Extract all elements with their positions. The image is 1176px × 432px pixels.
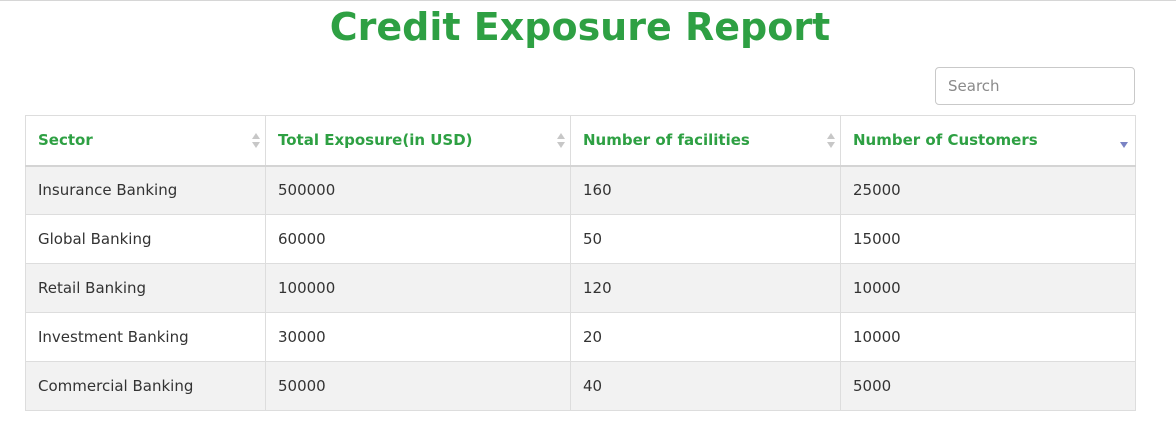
table-row: Global Banking 60000 50 15000 bbox=[25, 214, 1136, 264]
column-header-label: Total Exposure(in USD) bbox=[278, 131, 473, 150]
cell-number-of-customers: 15000 bbox=[840, 214, 1136, 264]
sort-arrows-icon[interactable] bbox=[557, 133, 565, 149]
cell-number-of-facilities: 20 bbox=[570, 312, 841, 362]
cell-number-of-customers: 10000 bbox=[840, 263, 1136, 313]
cell-number-of-facilities: 50 bbox=[570, 214, 841, 264]
table-body: Insurance Banking 500000 160 25000 Globa… bbox=[25, 165, 1136, 411]
cell-total-exposure: 30000 bbox=[265, 312, 571, 362]
sort-arrows-icon[interactable] bbox=[252, 133, 260, 149]
cell-number-of-facilities: 120 bbox=[570, 263, 841, 313]
column-header-label: Sector bbox=[38, 131, 93, 150]
cell-number-of-facilities: 40 bbox=[570, 361, 841, 411]
header-row: Sector Total Exposure(in USD) Number of … bbox=[25, 115, 1136, 167]
cell-total-exposure: 500000 bbox=[265, 165, 571, 215]
cell-number-of-customers: 5000 bbox=[840, 361, 1136, 411]
credit-exposure-table: Sector Total Exposure(in USD) Number of … bbox=[25, 115, 1136, 411]
cell-number-of-customers: 25000 bbox=[840, 165, 1136, 215]
sort-descending-icon[interactable] bbox=[1120, 142, 1128, 148]
table-header: Sector Total Exposure(in USD) Number of … bbox=[25, 115, 1136, 167]
cell-number-of-facilities: 160 bbox=[570, 165, 841, 215]
cell-sector: Insurance Banking bbox=[25, 165, 266, 215]
cell-total-exposure: 60000 bbox=[265, 214, 571, 264]
cell-sector: Retail Banking bbox=[25, 263, 266, 313]
table-row: Investment Banking 30000 20 10000 bbox=[25, 312, 1136, 362]
column-header-label: Number of Customers bbox=[853, 131, 1038, 150]
column-header-sector[interactable]: Sector bbox=[25, 115, 266, 167]
top-divider bbox=[0, 0, 1176, 1]
table-row: Retail Banking 100000 120 10000 bbox=[25, 263, 1136, 313]
cell-total-exposure: 50000 bbox=[265, 361, 571, 411]
cell-total-exposure: 100000 bbox=[265, 263, 571, 313]
table-row: Commercial Banking 50000 40 5000 bbox=[25, 361, 1136, 411]
table-row: Insurance Banking 500000 160 25000 bbox=[25, 165, 1136, 215]
search-input[interactable] bbox=[935, 67, 1135, 105]
column-header-number-of-customers[interactable]: Number of Customers bbox=[840, 115, 1136, 167]
column-header-number-of-facilities[interactable]: Number of facilities bbox=[570, 115, 841, 167]
column-header-label: Number of facilities bbox=[583, 131, 750, 150]
sort-arrows-icon[interactable] bbox=[827, 133, 835, 149]
cell-number-of-customers: 10000 bbox=[840, 312, 1136, 362]
page-title: Credit Exposure Report bbox=[329, 5, 831, 49]
cell-sector: Global Banking bbox=[25, 214, 266, 264]
cell-sector: Commercial Banking bbox=[25, 361, 266, 411]
column-header-total-exposure[interactable]: Total Exposure(in USD) bbox=[265, 115, 571, 167]
cell-sector: Investment Banking bbox=[25, 312, 266, 362]
